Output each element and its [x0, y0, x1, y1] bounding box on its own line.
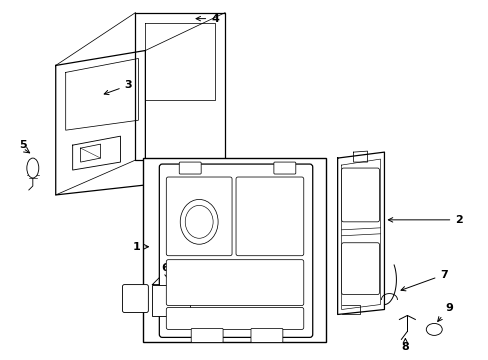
FancyBboxPatch shape	[166, 177, 232, 256]
FancyBboxPatch shape	[166, 260, 303, 306]
FancyBboxPatch shape	[341, 168, 379, 222]
FancyBboxPatch shape	[236, 177, 303, 256]
Text: 2: 2	[387, 215, 462, 225]
FancyBboxPatch shape	[341, 243, 379, 294]
Text: 4: 4	[196, 14, 219, 24]
Text: 3: 3	[104, 80, 132, 95]
FancyBboxPatch shape	[166, 307, 303, 329]
FancyBboxPatch shape	[250, 328, 282, 342]
Bar	[143, 158, 325, 342]
FancyBboxPatch shape	[191, 328, 223, 342]
Text: 1: 1	[132, 242, 148, 252]
FancyBboxPatch shape	[159, 164, 312, 337]
FancyBboxPatch shape	[179, 162, 201, 174]
Text: 8: 8	[401, 338, 408, 352]
FancyBboxPatch shape	[273, 162, 295, 174]
Bar	[152, 285, 190, 316]
Ellipse shape	[27, 158, 39, 178]
Ellipse shape	[180, 199, 218, 244]
Text: 6: 6	[161, 263, 169, 279]
FancyBboxPatch shape	[122, 285, 148, 312]
Text: 9: 9	[437, 302, 452, 321]
Ellipse shape	[426, 323, 441, 336]
Text: 5: 5	[19, 140, 27, 150]
Ellipse shape	[185, 206, 213, 238]
Text: 7: 7	[400, 270, 447, 291]
